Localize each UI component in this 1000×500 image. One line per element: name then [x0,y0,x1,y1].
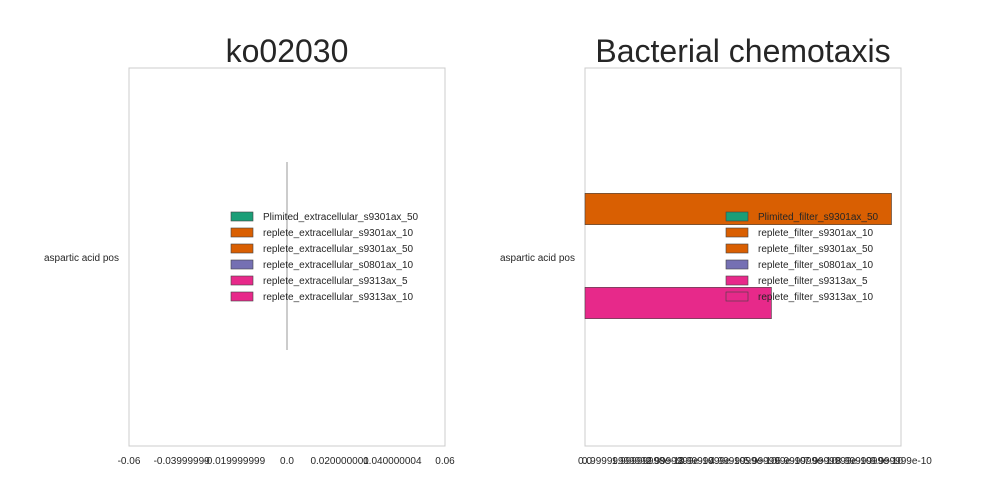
legend-label: replete_extracellular_s9313ax_10 [263,292,414,303]
legend-swatch [230,275,254,286]
x-tick-label: 0.06 [435,456,455,467]
legend-label: replete_filter_s0801ax_10 [758,260,874,271]
x-tick-label: 0.0 [578,456,592,467]
legend-label: replete_extracellular_s9301ax_50 [263,244,414,255]
x-tick-label: 1.99999998e-10 [612,456,685,467]
legend-swatch [230,211,254,222]
x-tick-label: -0.06 [118,456,141,467]
legend-label: replete_filter_s9313ax_10 [758,292,874,303]
legend-label: replete_filter_s9301ax_50 [758,244,874,255]
x-tick-label: 6.999999e-10 [775,456,837,467]
x-tick-label: -0.019999999 [203,456,265,467]
x-tick-label: 5.999999e-10 [744,456,806,467]
legend-swatch [725,291,749,302]
legend-swatch [725,259,749,270]
legend-swatch [230,227,254,238]
legend-label: Plimited_extracellular_s9301ax_50 [263,212,419,223]
legend-swatch [230,259,254,270]
x-tick-label: 3.9999999e-10 [678,456,746,467]
x-tick-label: 0.020000001 [310,456,369,467]
legend-swatch [725,275,749,286]
chart-title: ko02030 [226,33,349,69]
legend-label: replete_extracellular_s9301ax_10 [263,228,414,239]
legend-swatch [230,243,254,254]
x-tick-label: 0.040000004 [363,456,422,467]
bar-replete_filter_s9301ax_10 [584,193,892,225]
legend-swatch [725,243,749,254]
x-tick-label: 2.9999999e-10 [646,456,714,467]
legend-label: replete_filter_s9313ax_5 [758,276,868,287]
y-tick-label: aspartic acid pos [500,253,575,264]
y-tick-label: aspartic acid pos [44,253,119,264]
x-tick-label: -0.03999999 [154,456,211,467]
x-tick-label: 4.9999999e-10 [709,456,777,467]
legend-swatch [725,211,749,222]
legend-label: replete_filter_s9301ax_10 [758,228,874,239]
chart-title: Bacterial chemotaxis [595,33,890,69]
x-tick-label: 9.999999e-10 [870,456,932,467]
legend-swatch [725,227,749,238]
x-tick-label: 0.0 [280,456,294,467]
legend-swatch [230,291,254,302]
legend-label: Plimited_filter_s9301ax_50 [758,212,879,223]
x-tick-label: 8.9999999e-10 [836,456,904,467]
legend-label: replete_extracellular_s0801ax_10 [263,260,414,271]
x-tick-label: 7.9999999e-10 [804,456,872,467]
x-tick-label: 0.99999999999 [582,456,652,467]
legend-label: replete_extracellular_s9313ax_5 [263,276,408,287]
plot-area-1 [584,67,902,447]
